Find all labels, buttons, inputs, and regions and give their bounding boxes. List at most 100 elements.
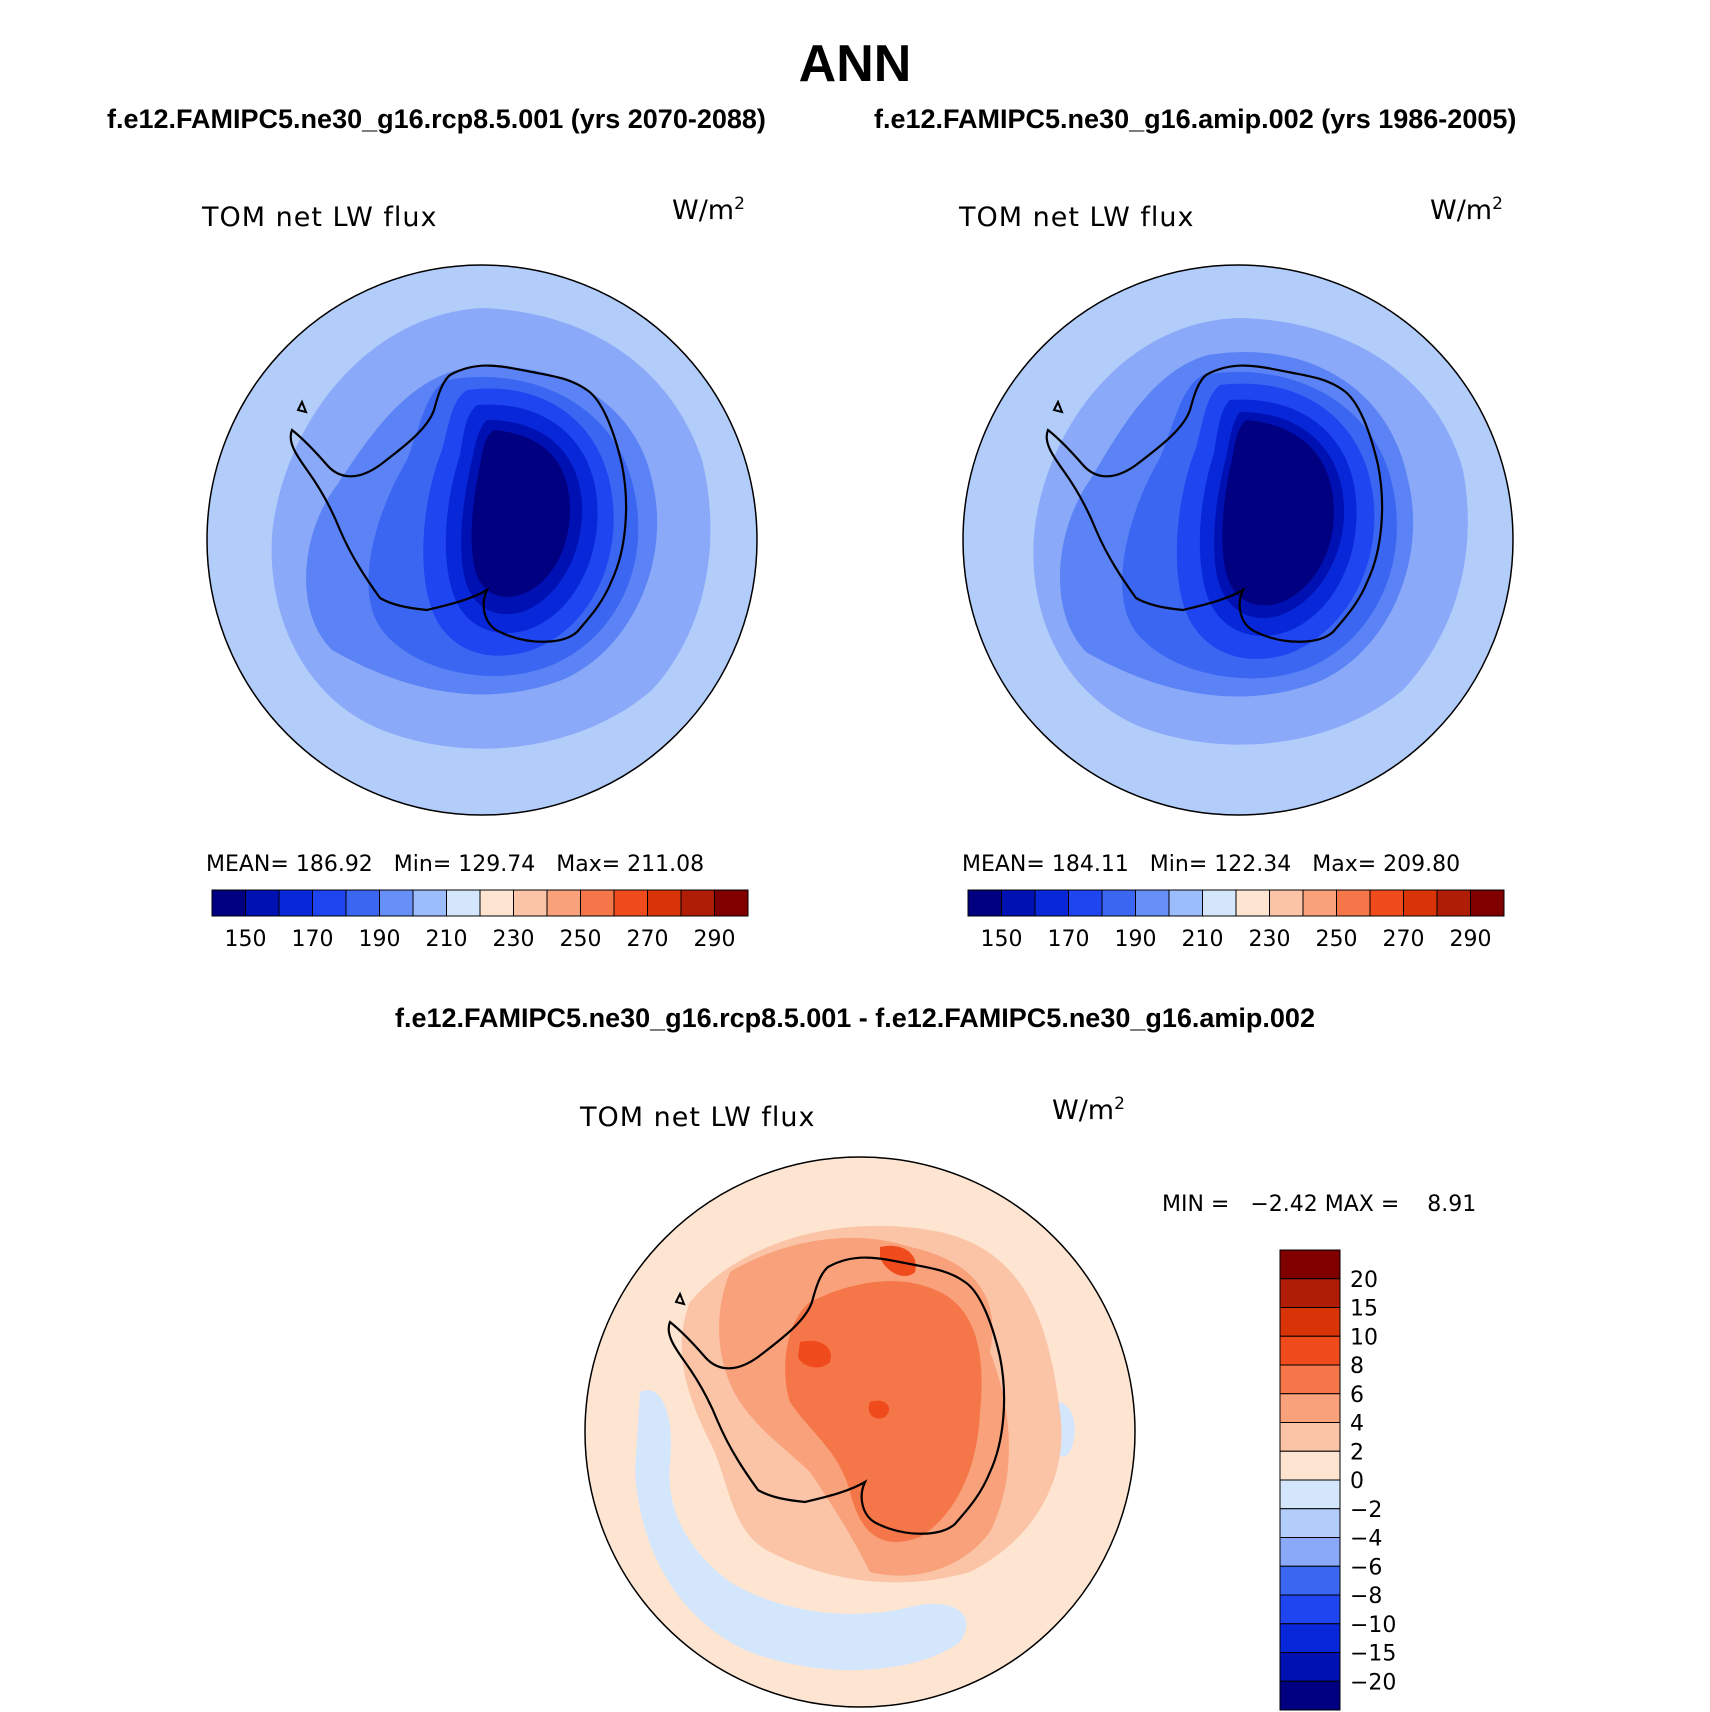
panel2-variable-label: TOM net LW flux: [959, 202, 1195, 233]
colorbar-tick-label: 210: [1182, 927, 1224, 952]
colorbar-box: [1279, 1623, 1341, 1653]
colorbar-box: [1403, 889, 1438, 917]
colorbar-tick-label: 8: [1350, 1354, 1364, 1379]
colorbar-tick-label: 290: [694, 927, 736, 952]
colorbar-box: [1135, 889, 1170, 917]
map-boundary: [584, 1156, 1136, 1708]
colorbar-box: [412, 889, 447, 917]
panel1-variable-label: TOM net LW flux: [202, 202, 438, 233]
figure-title: ANN: [798, 35, 912, 93]
colorbar-box: [1001, 889, 1036, 917]
colorbar-box: [1369, 889, 1404, 917]
panel2-stats: MEAN= 184.11 Min= 122.34 Max= 209.80: [962, 852, 1461, 877]
contour-band: [471, 430, 570, 597]
panel2-colorbar: 150 170 190 210 230 250 270 290: [967, 889, 1505, 952]
colorbar-box: [1279, 1479, 1341, 1510]
colorbar-box: [1302, 889, 1337, 917]
diff-min-max-stats: MIN = −2.42 MAX = 8.91: [1162, 1192, 1477, 1217]
colorbar-tick-label: 0: [1350, 1469, 1364, 1494]
coastline: [289, 364, 628, 643]
difference-map: [584, 1156, 1136, 1708]
contour-band: [798, 1340, 831, 1368]
diff-variable-label: TOM net LW flux: [580, 1102, 816, 1133]
colorbar-box: [446, 889, 481, 917]
contour-band: [1222, 420, 1334, 606]
colorbar-tick-label: 170: [292, 927, 334, 952]
colorbar-box: [1279, 1652, 1341, 1682]
colorbar-box: [379, 889, 414, 917]
colorbar-tick-label: −2: [1350, 1498, 1382, 1523]
colorbar-tick-label: −20: [1350, 1670, 1396, 1695]
colorbar-box: [1202, 889, 1237, 917]
colorbar-box: [513, 889, 548, 917]
colorbar-box: [1269, 889, 1304, 917]
colorbar-box: [1279, 1249, 1341, 1280]
difference-title: f.e12.FAMIPC5.ne30_g16.rcp8.5.001 - f.e1…: [395, 1003, 1315, 1033]
coastline: [667, 1256, 1006, 1535]
colorbar-box: [1279, 1450, 1341, 1481]
colorbar-tick-label: 270: [627, 927, 669, 952]
colorbar-box: [211, 889, 246, 917]
panel1-units: W/m2: [672, 194, 745, 226]
colorbar-box: [345, 889, 380, 917]
panel2-map: [962, 264, 1514, 816]
colorbar-tick-label: 250: [1316, 927, 1358, 952]
colorbar-box: [714, 889, 749, 917]
colorbar-tick-label: −4: [1350, 1527, 1382, 1552]
colorbar-box: [613, 889, 648, 917]
colorbar-tick-label: 250: [560, 927, 602, 952]
case2-title: f.e12.FAMIPC5.ne30_g16.amip.002 (yrs 198…: [874, 104, 1517, 134]
colorbar-tick-label: 15: [1350, 1297, 1378, 1322]
map-boundary: [206, 264, 758, 816]
panel1-stats: MEAN= 186.92 Min= 129.74 Max= 211.08: [206, 852, 705, 877]
colorbar-box: [1034, 889, 1069, 917]
colorbar-tick-label: 2: [1350, 1440, 1364, 1465]
colorbar-tick-label: 170: [1048, 927, 1090, 952]
colorbar-tick-label: 210: [426, 927, 468, 952]
colorbar-box: [680, 889, 715, 917]
colorbar-box: [1336, 889, 1371, 917]
colorbar-box: [312, 889, 347, 917]
colorbar-box: [1436, 889, 1471, 917]
colorbar-tick-label: −15: [1350, 1642, 1396, 1667]
colorbar-box: [1279, 1335, 1341, 1366]
colorbar-tick-label: 6: [1350, 1383, 1364, 1408]
colorbar-box: [1279, 1393, 1341, 1423]
colorbar-tick-label: 4: [1350, 1412, 1364, 1437]
panel2-units: W/m2: [1430, 194, 1503, 226]
colorbar-tick-label: 20: [1350, 1268, 1378, 1293]
diff-units: W/m2: [1052, 1094, 1125, 1126]
colorbar-box: [1279, 1278, 1341, 1308]
colorbar-box: [278, 889, 313, 917]
colorbar-tick-label: 190: [359, 927, 401, 952]
colorbar-box: [1470, 889, 1505, 917]
coastline: [296, 399, 308, 414]
panel1-map: [206, 264, 758, 816]
coastline: [1052, 399, 1064, 414]
colorbar-box: [1279, 1565, 1341, 1596]
colorbar-box: [1235, 889, 1270, 917]
colorbar-tick-label: −10: [1350, 1613, 1396, 1638]
colorbar-tick-label: 270: [1383, 927, 1425, 952]
negative-anomaly-region: [635, 1390, 967, 1671]
colorbar-box: [245, 889, 280, 917]
colorbar-tick-label: 10: [1350, 1325, 1378, 1350]
colorbar-box: [1168, 889, 1203, 917]
colorbar-tick-label: 150: [981, 927, 1023, 952]
colorbar-box: [1279, 1680, 1341, 1711]
colorbar-tick-label: 290: [1450, 927, 1492, 952]
colorbar-tick-label: 150: [225, 927, 267, 952]
colorbar-box: [1279, 1307, 1341, 1337]
colorbar-box: [580, 889, 615, 917]
colorbar-tick-label: 190: [1115, 927, 1157, 952]
contour-band: [868, 1400, 890, 1419]
colorbar-box: [479, 889, 514, 917]
colorbar-box: [1279, 1364, 1341, 1395]
colorbar-box: [1279, 1594, 1341, 1625]
colorbar-box: [1279, 1508, 1341, 1538]
colorbar-box: [1101, 889, 1136, 917]
coastline: [674, 1291, 686, 1306]
coastline: [1045, 364, 1384, 643]
colorbar-tick-label: −6: [1350, 1555, 1382, 1580]
